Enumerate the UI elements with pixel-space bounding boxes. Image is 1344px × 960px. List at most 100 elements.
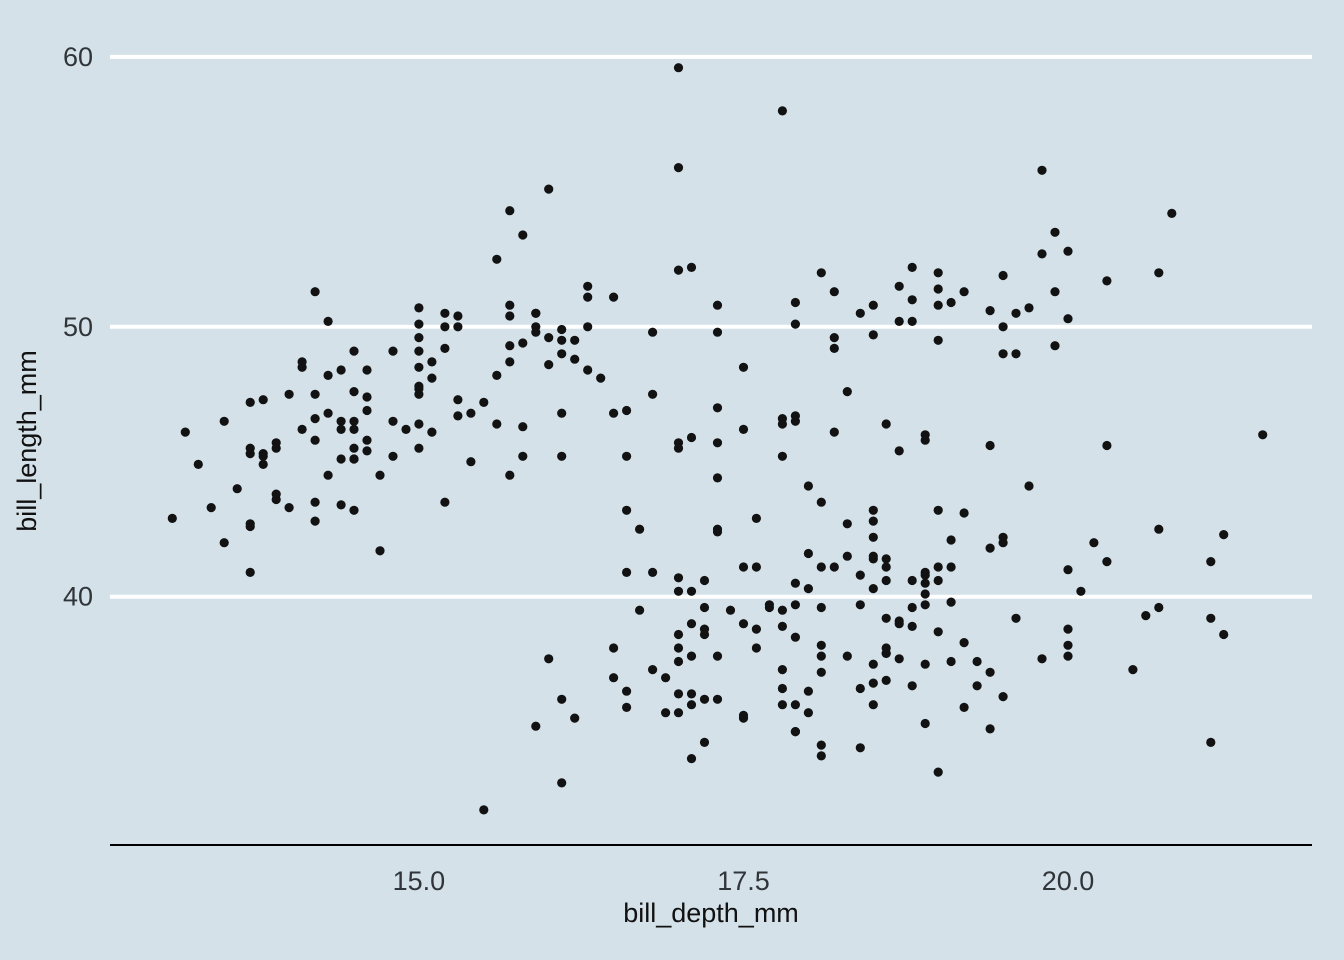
data-point bbox=[1089, 538, 1099, 548]
data-point bbox=[596, 373, 606, 383]
data-point bbox=[972, 681, 982, 691]
data-point bbox=[557, 694, 567, 704]
data-point bbox=[959, 287, 969, 297]
data-point bbox=[609, 673, 619, 683]
data-point bbox=[427, 357, 437, 367]
data-point bbox=[816, 602, 826, 613]
data-point bbox=[492, 419, 502, 429]
data-point bbox=[349, 505, 359, 515]
data-point bbox=[855, 570, 865, 580]
data-point bbox=[816, 751, 826, 761]
data-point bbox=[505, 341, 515, 351]
data-point bbox=[907, 316, 917, 326]
data-point bbox=[1024, 303, 1034, 313]
data-point bbox=[881, 613, 891, 623]
data-point bbox=[699, 694, 710, 704]
data-point bbox=[336, 500, 346, 510]
data-point bbox=[894, 316, 904, 326]
data-point bbox=[635, 605, 645, 615]
data-point bbox=[985, 543, 995, 553]
data-point bbox=[673, 689, 684, 699]
data-point bbox=[855, 683, 865, 694]
data-point bbox=[842, 387, 852, 397]
data-point bbox=[790, 727, 801, 737]
data-point bbox=[868, 700, 878, 710]
data-point bbox=[1063, 651, 1073, 661]
data-point bbox=[453, 322, 463, 332]
data-point bbox=[842, 651, 852, 661]
data-point bbox=[998, 532, 1008, 542]
data-point bbox=[466, 457, 476, 467]
data-point bbox=[310, 497, 320, 507]
data-point bbox=[998, 270, 1008, 281]
data-point bbox=[492, 370, 502, 380]
data-point bbox=[946, 562, 956, 572]
data-point bbox=[544, 184, 554, 194]
data-point bbox=[453, 311, 463, 321]
data-point bbox=[894, 281, 904, 291]
data-point bbox=[518, 230, 528, 240]
data-point bbox=[699, 602, 710, 613]
y-tick-label-40: 40 bbox=[63, 582, 93, 612]
data-point bbox=[622, 505, 632, 515]
data-point bbox=[816, 562, 826, 572]
data-point bbox=[751, 562, 762, 572]
data-point bbox=[868, 532, 878, 542]
data-point bbox=[868, 300, 878, 310]
data-point bbox=[544, 360, 554, 370]
data-point bbox=[518, 338, 528, 348]
data-point bbox=[440, 322, 450, 332]
data-point bbox=[920, 659, 930, 669]
data-point bbox=[622, 405, 632, 416]
data-point bbox=[907, 575, 917, 586]
data-point bbox=[777, 665, 788, 675]
data-point bbox=[167, 513, 177, 524]
data-point bbox=[712, 300, 723, 310]
data-point bbox=[1154, 268, 1164, 278]
data-point bbox=[855, 308, 865, 318]
data-point bbox=[790, 600, 801, 610]
data-point bbox=[648, 327, 658, 337]
data-point bbox=[920, 578, 930, 588]
data-point bbox=[868, 584, 878, 594]
data-point bbox=[933, 300, 943, 310]
data-point bbox=[1258, 430, 1268, 440]
data-point bbox=[777, 451, 788, 461]
data-point bbox=[583, 365, 593, 375]
data-point bbox=[622, 451, 632, 461]
data-point bbox=[803, 548, 814, 559]
data-point bbox=[505, 470, 515, 480]
data-point bbox=[829, 427, 839, 437]
data-point bbox=[673, 708, 684, 718]
data-point bbox=[388, 451, 398, 461]
data-point bbox=[816, 268, 826, 278]
data-point bbox=[1063, 565, 1073, 575]
data-point bbox=[868, 678, 878, 688]
data-point bbox=[738, 619, 749, 629]
data-point bbox=[583, 281, 593, 291]
data-point bbox=[297, 424, 307, 434]
data-point bbox=[751, 643, 762, 653]
data-point bbox=[1219, 530, 1229, 540]
data-point bbox=[998, 322, 1008, 332]
data-point bbox=[790, 319, 801, 329]
data-point bbox=[738, 562, 749, 572]
data-point bbox=[790, 411, 801, 421]
data-point bbox=[816, 667, 826, 677]
data-point bbox=[985, 306, 995, 316]
data-point bbox=[673, 629, 684, 640]
data-point bbox=[570, 713, 580, 723]
data-point bbox=[375, 470, 385, 480]
data-point bbox=[349, 346, 359, 356]
data-point bbox=[193, 459, 203, 469]
data-point bbox=[894, 619, 904, 629]
data-point bbox=[622, 686, 632, 696]
data-point bbox=[673, 438, 684, 448]
data-point bbox=[505, 357, 515, 367]
data-point bbox=[673, 265, 684, 275]
data-point bbox=[310, 414, 320, 424]
data-point bbox=[673, 573, 684, 583]
data-point bbox=[868, 330, 878, 340]
y-tick-label-50: 50 bbox=[63, 312, 93, 342]
data-point bbox=[1206, 613, 1216, 623]
